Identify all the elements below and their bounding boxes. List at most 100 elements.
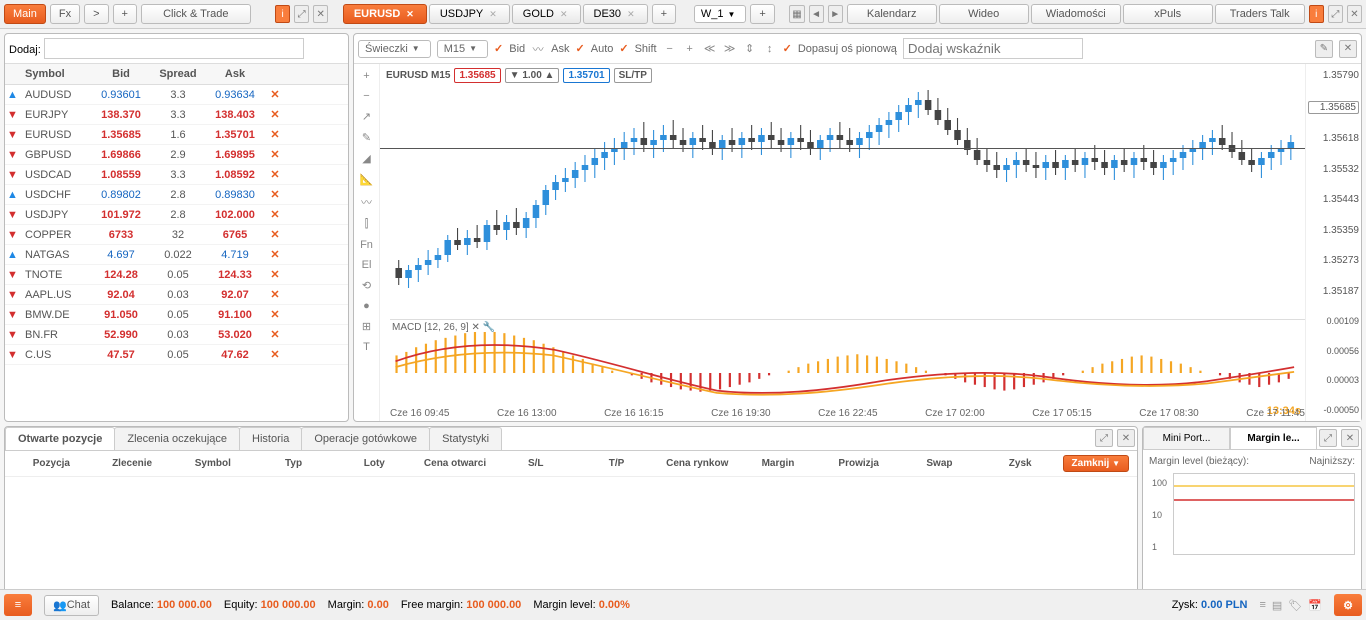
timeframe-dropdown[interactable]: M15 ▼ [437,40,488,58]
symbol-row-usdcad[interactable]: ▼USDCAD1.085593.31.08592✕ [5,165,348,185]
close-icon[interactable]: ✕ [558,9,570,20]
remove-symbol-icon[interactable]: ✕ [265,168,285,181]
symbol-row-bmw.de[interactable]: ▼BMW.DE91.0500.0591.100✕ [5,305,348,325]
sltp-badge[interactable]: SL/TP [614,68,652,83]
add-chart-tab[interactable]: + [652,4,676,24]
fit-label[interactable]: Dopasuj oś pionową [798,43,897,55]
symbol-row-usdjpy[interactable]: ▼USDJPY101.9722.8102.000✕ [5,205,348,225]
nav-wideo[interactable]: Wideo [939,4,1029,24]
remove-symbol-icon[interactable]: ✕ [265,288,285,301]
dbl-left-icon[interactable]: ≪ [703,42,717,56]
grid2-icon[interactable]: ▤ [1272,599,1282,612]
positions-close-icon[interactable]: ✕ [1117,429,1135,447]
positions-tab[interactable]: Otwarte pozycje [5,427,115,450]
nav-traders talk[interactable]: Traders Talk [1215,4,1305,24]
prev-icon[interactable]: ◄ [809,5,824,23]
bid-label[interactable]: Bid [509,43,525,55]
symbol-row-c.us[interactable]: ▼C.US47.570.0547.62✕ [5,345,348,365]
indicator-input[interactable] [903,38,1083,59]
remove-symbol-icon[interactable]: ✕ [265,328,285,341]
chat-button[interactable]: 👥 Chat [44,595,99,616]
remove-symbol-icon[interactable]: ✕ [265,148,285,161]
remove-symbol-icon[interactable]: ✕ [265,228,285,241]
close-all-button[interactable]: Zamknij ▼ [1063,455,1130,472]
remove-symbol-icon[interactable]: ✕ [265,88,285,101]
price-blue-badge[interactable]: 1.35701 [563,68,609,83]
info-icon[interactable]: i [275,5,290,23]
pencil-icon[interactable]: ✎ [1315,40,1333,58]
tool-icon[interactable]: ✎ [362,131,371,144]
minus-icon[interactable]: − [663,42,677,56]
tool-icon[interactable]: ⫿ [365,218,369,231]
dbl-right-icon[interactable]: ≫ [723,42,737,56]
symbol-row-gbpusd[interactable]: ▼GBPUSD1.698662.91.69895✕ [5,145,348,165]
v-collapse-icon[interactable]: ↕ [763,42,777,56]
tool-icon[interactable]: + [363,70,369,82]
remove-symbol-icon[interactable]: ✕ [265,108,285,121]
positions-tab[interactable]: Historia [239,427,302,450]
chart-type-dropdown[interactable]: Świeczki ▼ [358,40,431,58]
close2-icon[interactable]: ✕ [1347,5,1362,23]
tool-icon[interactable]: 〰 [361,194,372,210]
symbol-row-eurjpy[interactable]: ▼EURJPY138.3703.3138.403✕ [5,105,348,125]
next-icon[interactable]: ► [828,5,843,23]
shift-label[interactable]: Shift [635,43,657,55]
positions-tab[interactable]: Zlecenia oczekujące [114,427,240,450]
symbol-row-copper[interactable]: ▼COPPER6733326765✕ [5,225,348,245]
mini-portfolio-tab[interactable]: Mini Port... [1143,427,1230,449]
positions-tab[interactable]: Operacje gotówkowe [301,427,430,450]
symbol-row-aapl.us[interactable]: ▼AAPL.US92.040.0392.07✕ [5,285,348,305]
nav-kalendarz[interactable]: Kalendarz [847,4,937,24]
close-icon[interactable]: ✕ [625,9,637,20]
plus-icon[interactable]: + [683,42,697,56]
tool-icon[interactable]: ⊞ [362,320,371,333]
tool-icon[interactable]: ⟲ [362,279,371,292]
close-icon[interactable]: ✕ [313,5,328,23]
tag-icon[interactable]: 🏷 [1288,599,1302,612]
symbol-row-eurusd[interactable]: ▼EURUSD1.356851.61.35701✕ [5,125,348,145]
chart-tab-usdjpy[interactable]: USDJPY✕ [429,4,510,24]
tool-icon[interactable]: Fn [360,239,373,251]
tool-icon[interactable]: ● [363,300,370,312]
chart-tab-eurusd[interactable]: EURUSD✕ [343,4,427,24]
ask-label[interactable]: Ask [551,43,569,55]
margin-close-icon[interactable]: ✕ [1341,429,1359,447]
margin-expand-icon[interactable]: ⤢ [1319,429,1337,447]
positions-tab[interactable]: Statystyki [429,427,502,450]
tool-icon[interactable]: ◢ [362,152,370,165]
menu-icon[interactable]: ≡ [4,594,32,616]
info2-icon[interactable]: i [1309,5,1324,23]
margin-level-tab[interactable]: Margin le... [1230,427,1317,449]
nav-xpuls[interactable]: xPuls [1123,4,1213,24]
nav-wiadomości[interactable]: Wiadomości [1031,4,1121,24]
v-expand-icon[interactable]: ⇕ [743,42,757,56]
symbol-row-natgas[interactable]: ▲NATGAS4.6970.0224.719✕ [5,245,348,265]
main-button[interactable]: Main [4,4,46,24]
auto-label[interactable]: Auto [591,43,614,55]
remove-symbol-icon[interactable]: ✕ [265,308,285,321]
tool-icon[interactable]: T [363,341,370,353]
remove-symbol-icon[interactable]: ✕ [265,248,285,261]
click-trade-button[interactable]: Click & Trade [141,4,251,24]
tool-icon[interactable]: − [363,90,369,102]
remove-symbol-icon[interactable]: ✕ [265,268,285,281]
close-chart-icon[interactable]: ✕ [1339,40,1357,58]
layout-dropdown[interactable]: W_1 ▼ [694,5,747,23]
symbol-row-usdchf[interactable]: ▲USDCHF0.898022.80.89830✕ [5,185,348,205]
price-red-badge[interactable]: 1.35685 [454,68,500,83]
expand-icon[interactable]: ⤢ [294,5,309,23]
symbol-row-tnote[interactable]: ▼TNOTE124.280.05124.33✕ [5,265,348,285]
symbol-row-bn.fr[interactable]: ▼BN.FR52.9900.0353.020✕ [5,325,348,345]
remove-symbol-icon[interactable]: ✕ [265,128,285,141]
expand2-icon[interactable]: ⤢ [1328,5,1343,23]
close-icon[interactable]: ✕ [487,9,499,20]
gt-button[interactable]: > [84,4,108,24]
list-icon[interactable]: ≡ [1260,599,1266,612]
remove-symbol-icon[interactable]: ✕ [265,348,285,361]
symbol-row-audusd[interactable]: ▲AUDUSD0.936013.30.93634✕ [5,85,348,105]
qty-badge[interactable]: ▼ 1.00 ▲ [505,68,560,83]
tool-icon[interactable]: El [362,259,372,271]
fx-button[interactable]: Fx [50,4,80,24]
remove-symbol-icon[interactable]: ✕ [265,208,285,221]
close-icon[interactable]: ✕ [404,9,416,20]
